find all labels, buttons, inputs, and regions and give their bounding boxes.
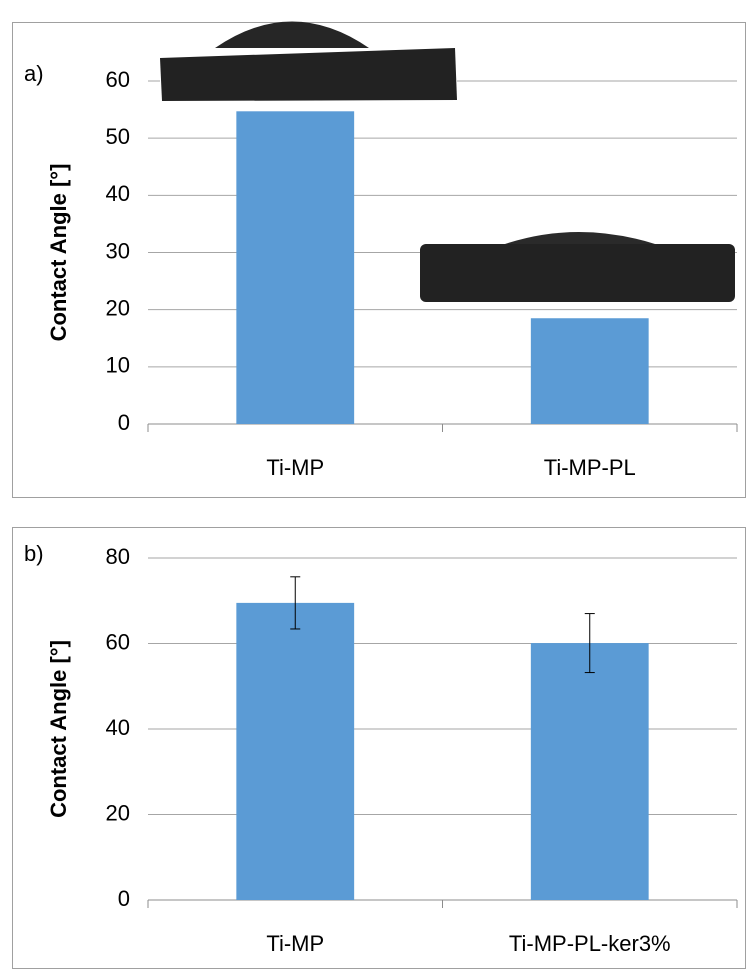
droplet-image <box>160 21 457 101</box>
panel-label: a) <box>24 61 44 86</box>
panel-frame <box>12 22 746 498</box>
plots: a) Contact Angle [°] 0 10 20 30 40 50 60 Ti-MP Ti-… <box>24 61 738 956</box>
y-tick-label: 60 <box>106 629 130 654</box>
x-tick-label: Ti-MP <box>266 455 324 480</box>
y-tick-label: 40 <box>106 181 130 206</box>
bar <box>530 318 649 424</box>
x-tick-label: Ti-MP-PL-ker3% <box>509 931 671 956</box>
y-tick-label: 80 <box>106 544 130 569</box>
y-tick-label: 60 <box>106 67 130 92</box>
y-tick-label: 20 <box>106 295 130 320</box>
x-tick-label: Ti-MP-PL <box>544 455 636 480</box>
panel-label: b) <box>24 541 44 566</box>
y-tick-label: 50 <box>106 124 130 149</box>
bar <box>236 602 355 900</box>
error-bar <box>290 576 301 630</box>
y-axis-label: Contact Angle [°] <box>46 640 71 818</box>
droplet-image <box>420 232 735 302</box>
error-bar <box>584 613 595 674</box>
y-tick-label: 0 <box>118 410 130 435</box>
x-tick-label: Ti-MP <box>266 931 324 956</box>
y-tick-label: 10 <box>106 353 130 378</box>
panel-frame <box>12 527 746 969</box>
y-tick-label: 30 <box>106 238 130 263</box>
y-tick-label: 20 <box>106 800 130 825</box>
bar <box>530 643 649 900</box>
y-tick-label: 0 <box>118 886 130 911</box>
bar <box>236 111 355 424</box>
y-axis-label: Contact Angle [°] <box>46 164 71 342</box>
y-tick-label: 40 <box>106 715 130 740</box>
